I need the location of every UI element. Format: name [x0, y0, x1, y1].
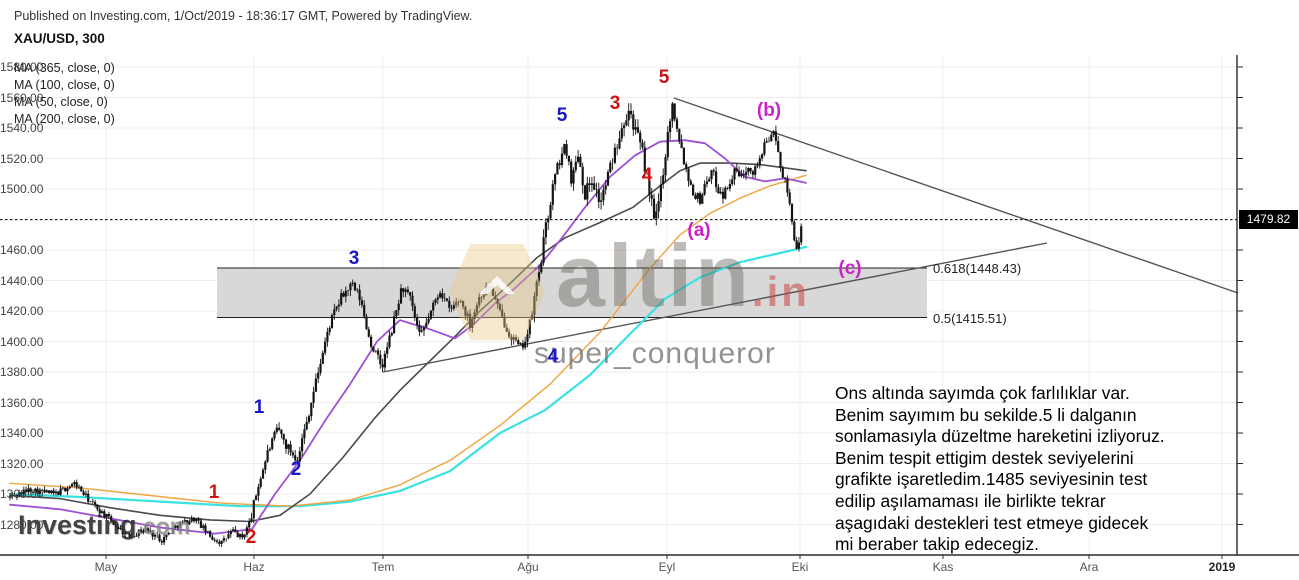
analysis-note-line-8: mi beraber takip edecegiz.	[835, 534, 1039, 555]
wave-label-5-4: 5	[556, 105, 568, 126]
symbol-title: XAU/USD, 300	[14, 31, 105, 46]
analysis-note: Ons altında sayımda çok farlılıklar var.…	[835, 383, 1165, 556]
time-axis-label-Tem[interactable]: Tem	[371, 560, 395, 574]
price-axis-label-5[interactable]: 1460.00	[0, 243, 44, 257]
fib-level-label-1: 0.5(1415.51)	[933, 310, 1007, 326]
price-axis-label-2[interactable]: 1540.00	[0, 121, 44, 135]
last-price-badge: 1479.82	[1239, 210, 1298, 229]
wave-label-c-12: (c)	[838, 258, 862, 279]
price-axis-label-10[interactable]: 1360.00	[0, 395, 44, 410]
wave-label-b-11: (b)	[756, 100, 782, 121]
ma-legend-item-1[interactable]: MA (100, close, 0)	[14, 78, 115, 92]
wave-label-1-5: 1	[208, 482, 220, 503]
ma-legend-item-2[interactable]: MA (50, close, 0)	[14, 95, 108, 109]
wave-label-4-3: 4	[547, 346, 559, 367]
wave-label-3-2: 3	[348, 248, 360, 269]
user-watermark: super_conqueror	[534, 337, 776, 370]
published-line: Published on Investing.com, 1/Oct/2019 -…	[14, 9, 473, 23]
price-axis-label-1[interactable]: 1560.00	[0, 90, 44, 105]
ma-legend[interactable]: MA (365, close, 0) MA (100, close, 0) MA (…	[14, 60, 115, 128]
wave-label-4-8: 4	[641, 165, 653, 186]
price-axis-label-3[interactable]: 1520.00	[0, 151, 44, 166]
wave-label-3-7: 3	[609, 93, 621, 114]
wave-label-a-10: (a)	[687, 220, 711, 241]
time-axis-label-Ara[interactable]: Ara	[1079, 560, 1099, 574]
ma-line-ma200[interactable]	[9, 174, 807, 507]
analysis-note-line-6: edilip aşılamaması ile birlikte tekrar	[835, 490, 1106, 511]
time-axis-label-Eki[interactable]: Eki	[791, 560, 809, 574]
price-axis-label-7[interactable]: 1420.00	[0, 304, 44, 318]
price-axis-label-11[interactable]: 1340.00	[0, 426, 44, 440]
altin-logo-arrow-icon	[479, 276, 515, 294]
wave-label-2-1: 2	[290, 459, 302, 480]
wave-label-1-0: 1	[253, 397, 265, 418]
wave-label-5-9: 5	[658, 67, 670, 88]
altin-watermark-suffix: .in	[751, 268, 810, 315]
price-axis-label-0[interactable]: 1580.00	[0, 60, 44, 74]
analysis-note-line-5: grafikte işaretledim.1485 seviyesinin te…	[835, 469, 1148, 490]
candle-bodies	[8, 103, 803, 544]
altin-watermark-text: altin	[556, 226, 752, 325]
investing-logo: Investing.com	[18, 510, 190, 541]
price-axis-label-14[interactable]: 1280.00	[0, 517, 44, 532]
investing-logo-suffix: .com	[136, 513, 191, 539]
trendline-descending-resistance[interactable]	[673, 97, 1239, 294]
trendline-rising-support[interactable]	[382, 242, 1048, 373]
price-axis-label-9[interactable]: 1380.00	[0, 365, 44, 379]
ma-legend-item-0[interactable]: MA (365, close, 0)	[14, 61, 115, 75]
price-axis-label-13[interactable]: 1300.00	[0, 487, 44, 501]
time-axis-label-Ağu[interactable]: Ağu	[517, 560, 539, 574]
price-axis-label-4[interactable]: 1500.00	[0, 182, 44, 196]
analysis-note-line-2: Benim sayımım bu sekilde.5 li dalganın	[835, 404, 1137, 425]
ma-legend-item-3[interactable]: MA (200, close, 0)	[14, 112, 115, 126]
altin-logo-hexagon-icon	[449, 244, 545, 340]
time-axis-label-May[interactable]: May	[94, 560, 118, 574]
time-axis-label-Kas[interactable]: Kas	[932, 560, 954, 574]
altin-watermark: altin.in	[556, 232, 810, 336]
ma-line-ma365[interactable]	[8, 245, 808, 508]
time-axis-label-Haz[interactable]: Haz	[243, 560, 265, 574]
price-axis-label-12[interactable]: 1320.00	[0, 456, 44, 471]
support-band	[217, 268, 927, 318]
analysis-note-line-7: aşagıdaki destekleri test etmeye gidecek	[835, 512, 1149, 533]
investing-logo-text: Investing	[18, 510, 137, 540]
analysis-note-line-3: sonlamasıyla düzeltme hareketini izliyor…	[835, 426, 1165, 447]
wave-label-2-6: 2	[245, 527, 257, 548]
analysis-note-line-4: Benim tespit ettigim destek seviyelerini	[835, 447, 1134, 468]
time-axis-label-Eyl[interactable]: Eyl	[658, 560, 676, 574]
price-axis-label-8[interactable]: 1400.00	[0, 334, 44, 349]
fib-level-label-0: 0.618(1448.43)	[933, 261, 1022, 276]
time-axis-label-2019[interactable]: 2019	[1208, 560, 1236, 574]
analysis-note-line-1: Ons altında sayımda çok farlılıklar var.	[835, 383, 1130, 403]
price-axis-label-6[interactable]: 1440.00	[0, 273, 44, 288]
